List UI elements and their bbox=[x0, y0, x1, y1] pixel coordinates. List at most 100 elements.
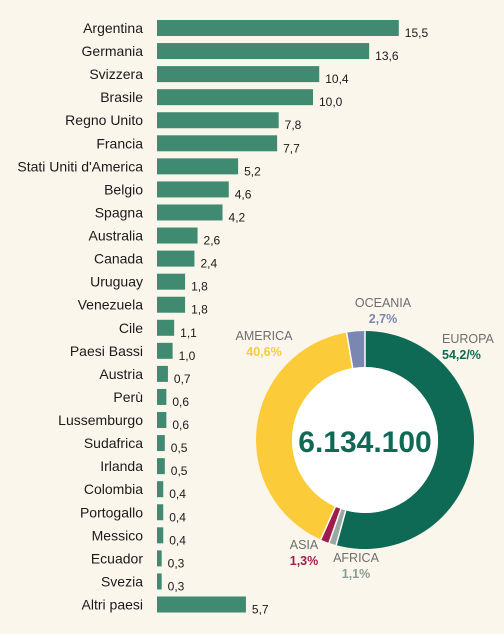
slice-percent-label: 1,3% bbox=[290, 554, 319, 568]
category-label: Austria bbox=[99, 366, 143, 382]
category-label: Australia bbox=[89, 228, 144, 244]
category-label: Perù bbox=[113, 389, 143, 405]
bar bbox=[157, 250, 195, 267]
category-label: Altri paesi bbox=[82, 597, 143, 613]
slice-percent-label: 54,2/% bbox=[442, 348, 481, 362]
bar bbox=[157, 204, 223, 221]
category-label: Irlanda bbox=[100, 458, 143, 474]
bar bbox=[157, 319, 175, 336]
value-label: 1,8 bbox=[191, 303, 208, 317]
value-label: 0,5 bbox=[171, 464, 188, 478]
bar bbox=[157, 181, 229, 198]
category-label: Svezia bbox=[101, 573, 143, 589]
bar bbox=[157, 550, 162, 567]
bar bbox=[157, 43, 370, 60]
category-label: Argentina bbox=[83, 20, 143, 36]
bar bbox=[157, 135, 278, 152]
bar bbox=[157, 158, 239, 175]
bar bbox=[157, 66, 320, 83]
donut-total-label: 6.134.100 bbox=[298, 426, 431, 459]
bar bbox=[157, 435, 165, 452]
slice-name-label: AFRICA bbox=[333, 551, 380, 565]
category-label: Paesi Bassi bbox=[70, 343, 143, 359]
value-label: 10,0 bbox=[319, 95, 343, 109]
bar bbox=[157, 458, 165, 475]
value-label: 0,7 bbox=[174, 372, 191, 386]
category-label: Stati Uniti d'America bbox=[17, 158, 143, 174]
value-label: 2,4 bbox=[200, 257, 217, 271]
category-label: Svizzera bbox=[89, 66, 143, 82]
donut-slice-asia bbox=[320, 506, 341, 543]
value-label: 0,3 bbox=[168, 556, 185, 570]
value-label: 10,4 bbox=[325, 72, 349, 86]
slice-percent-label: 2,7% bbox=[369, 312, 398, 326]
slice-separator bbox=[328, 508, 342, 544]
donut-slice-america bbox=[256, 332, 353, 540]
value-label: 0,4 bbox=[169, 487, 186, 501]
value-label: 5,2 bbox=[244, 164, 261, 178]
category-label: Francia bbox=[96, 135, 143, 151]
value-label: 0,3 bbox=[168, 579, 185, 593]
value-label: 0,6 bbox=[172, 418, 189, 432]
category-label: Regno Unito bbox=[65, 112, 143, 128]
category-label: Germania bbox=[82, 43, 144, 59]
bar bbox=[157, 527, 164, 544]
value-label: 5,7 bbox=[252, 603, 269, 617]
bar bbox=[157, 388, 167, 405]
slice-separator bbox=[320, 506, 337, 540]
category-label: Venezuela bbox=[78, 297, 144, 313]
bar bbox=[157, 112, 279, 129]
category-label: Canada bbox=[94, 251, 143, 267]
value-label: 7,8 bbox=[285, 118, 302, 132]
value-label: 7,7 bbox=[283, 141, 300, 155]
slice-name-label: OCEANIA bbox=[355, 296, 412, 310]
value-label: 0,5 bbox=[171, 441, 188, 455]
bar bbox=[157, 227, 198, 244]
donut-hole bbox=[292, 367, 438, 513]
value-label: 15,5 bbox=[405, 26, 429, 40]
value-label: 0,4 bbox=[169, 510, 186, 524]
value-label: 4,6 bbox=[235, 187, 252, 201]
category-label: Sudafrica bbox=[84, 435, 143, 451]
value-label: 4,2 bbox=[229, 210, 246, 224]
bar bbox=[157, 296, 186, 313]
bar bbox=[157, 573, 162, 590]
slice-separator bbox=[345, 332, 354, 369]
slice-name-label: AMERICA bbox=[236, 329, 294, 343]
category-label: Belgio bbox=[104, 181, 143, 197]
value-label: 0,6 bbox=[172, 395, 189, 409]
category-label: Brasile bbox=[100, 89, 143, 105]
donut-slice-europa bbox=[336, 331, 474, 549]
value-label: 13,6 bbox=[375, 49, 399, 63]
slice-percent-label: 1,1% bbox=[342, 567, 371, 581]
category-label: Messico bbox=[92, 527, 144, 543]
bar bbox=[157, 89, 313, 106]
bar bbox=[157, 596, 246, 613]
category-label: Lussemburgo bbox=[58, 412, 143, 428]
bar bbox=[157, 365, 168, 382]
slice-separator bbox=[335, 510, 347, 546]
value-label: 1,1 bbox=[180, 326, 197, 340]
bar bbox=[157, 342, 173, 359]
category-label: Colombia bbox=[84, 481, 143, 497]
slice-name-label: ASIA bbox=[290, 538, 319, 552]
value-label: 0,4 bbox=[169, 533, 186, 547]
donut-slice-africa bbox=[329, 508, 346, 546]
bar bbox=[157, 481, 164, 498]
slice-percent-label: 40,6% bbox=[246, 345, 281, 359]
bar bbox=[157, 273, 186, 290]
slice-name-label: EUROPA bbox=[442, 332, 495, 346]
category-label: Portogallo bbox=[80, 504, 143, 520]
bar bbox=[157, 412, 167, 429]
category-label: Ecuador bbox=[91, 550, 143, 566]
value-label: 2,6 bbox=[204, 234, 221, 248]
category-label: Uruguay bbox=[90, 274, 143, 290]
category-label: Spagna bbox=[95, 204, 143, 220]
category-label: Cile bbox=[119, 320, 143, 336]
bar bbox=[157, 20, 399, 36]
bar bbox=[157, 504, 164, 521]
value-label: 1,8 bbox=[191, 280, 208, 294]
